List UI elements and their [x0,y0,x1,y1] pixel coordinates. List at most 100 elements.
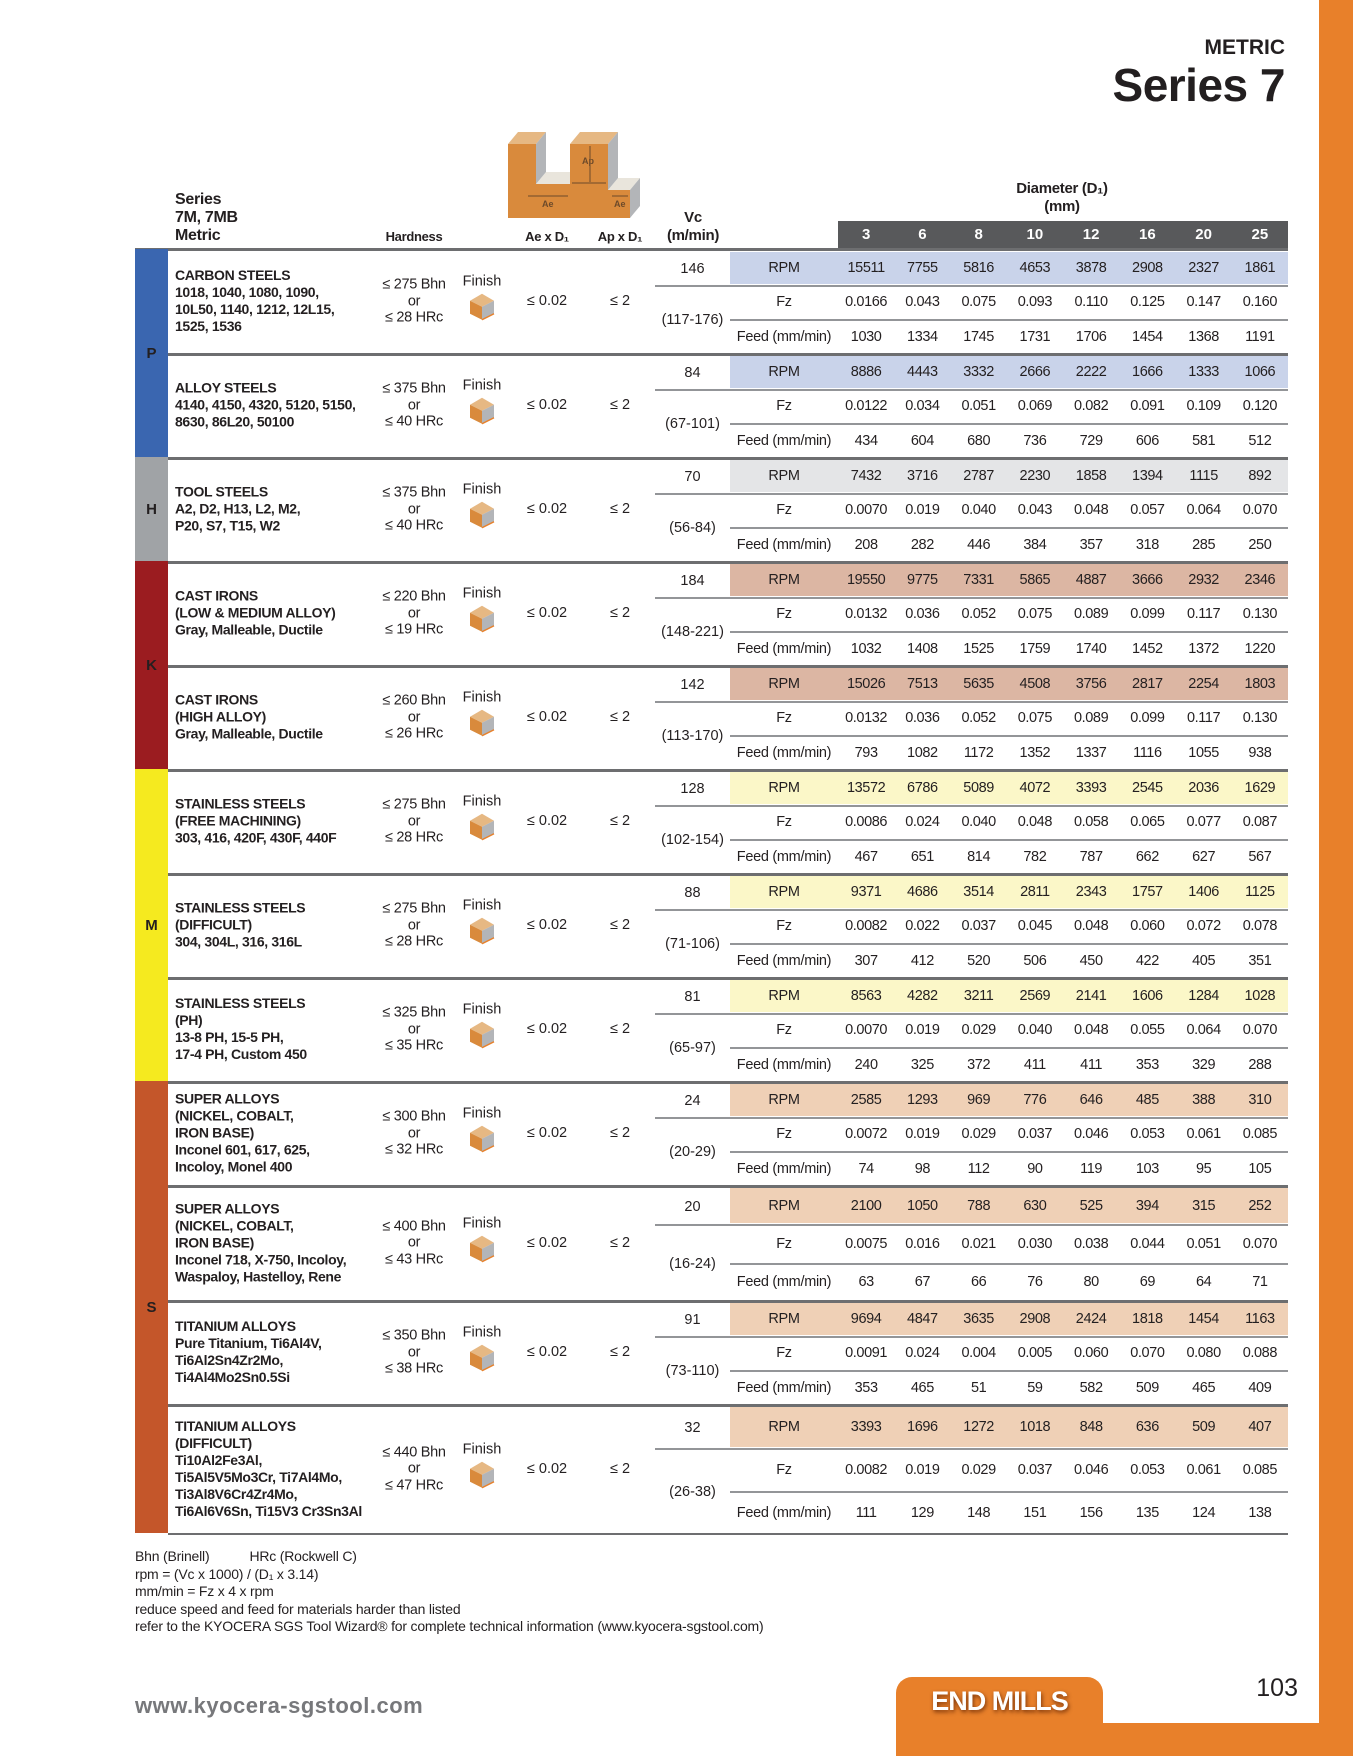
hardness: ≤ 275 Bhn or ≤ 28 HRc [364,796,464,846]
rpm-cell: 4847 [907,1310,938,1327]
feed-cell: 51 [970,1380,987,1397]
feed-cell: 1745 [963,329,994,346]
feed-row: Feed (mm/min) 240 325 372 411 411 353 329 288 [730,1049,1288,1081]
feed-cell: 651 [910,849,934,866]
feed-cell: 1706 [1075,329,1107,346]
ae-value: ≤ 0.02 [526,709,568,725]
hardness-line: ≤ 19 HRc [385,621,443,638]
feed-cell: 446 [967,537,991,554]
rpm-cell: 2811 [1020,883,1050,900]
hardness: ≤ 275 Bhn or ≤ 28 HRc [364,276,464,326]
rpm-cell: 19550 [846,571,886,588]
hardness-line: ≤ 28 HRc [385,933,443,950]
fz-cell: 0.048 [1073,502,1109,519]
fz-cell: 0.070 [1242,1235,1278,1252]
feed-cell: 506 [1023,953,1047,970]
fz-cell: 0.048 [1073,918,1109,935]
row-label: Fz [776,398,792,415]
fz-cell: 0.029 [961,1126,996,1143]
rpm-cell: 310 [1248,1091,1272,1108]
rpm-cell: 9694 [850,1310,882,1327]
fz-cell: 0.069 [1017,398,1053,415]
rpm-row: RPM 7432 3716 2787 2230 1858 1394 1115 892 [730,460,1288,492]
feed-cell: 111 [855,1505,877,1521]
hardness: ≤ 375 Bhn or ≤ 40 HRc [364,380,464,430]
rpm-cell: 15511 [847,259,886,276]
hardness-line: ≤ 275 Bhn [382,796,446,813]
fz-cell: 0.037 [1017,1126,1053,1143]
fz-cell: 0.093 [1017,294,1053,311]
fz-row: Fz 0.0086 0.024 0.040 0.048 0.058 0.065 0.077 0.… [730,807,1288,839]
material-line: CAST IRONS [175,587,258,604]
hardness-line: ≤ 275 Bhn [382,276,446,293]
fz-cell: 0.110 [1074,294,1109,311]
fz-cell: 0.051 [1186,1235,1221,1252]
hardness-line: ≤ 325 Bhn [382,1004,446,1021]
material-line: Ti6Al2Sn4Zr2Mo, [175,1352,284,1368]
vc-value: 81 [684,989,701,1005]
hardness-line: or [407,396,421,413]
vc-range: (73-110) [665,1363,720,1380]
material-line: (FREE MACHINING) [175,812,301,829]
rpm-cell: 1757 [1132,883,1163,900]
ae-header: Ae x D₁ [525,229,569,244]
hardness-line: ≤ 40 HRc [385,517,443,534]
rpm-cell: 3332 [963,363,994,380]
row-divider [730,423,1288,426]
fz-cell: 0.087 [1242,814,1278,831]
vc-value: 91 [684,1312,701,1328]
feed-cell: 581 [1192,433,1216,450]
material-group: STAINLESS STEELS (FREE MACHINING) 303, 416… [168,769,1288,873]
material-group: CARBON STEELS 1018, 1040, 1080, 1090, 10L5… [168,249,1288,353]
fz-cell: 0.0072 [845,1126,888,1143]
feed-cell: 604 [910,433,934,450]
website-url: www.kyocera-sgstool.com [135,1693,424,1718]
fz-cell: 0.064 [1186,502,1221,519]
fz-cell: 0.034 [905,398,940,415]
hardness-line: or [407,916,421,933]
operation-finish: Finish [452,1215,512,1262]
material-description: ALLOY STEELS 4140, 4150, 4320, 5120, 5150… [175,380,356,431]
rpm-cell: 646 [1079,1091,1103,1108]
diameter-col-header: 12 [1082,226,1100,243]
row-label: Feed (mm/min) [736,1505,832,1521]
hardness-line: ≤ 375 Bhn [382,484,446,501]
feed-cell: 129 [910,1505,934,1521]
hardness-line: ≤ 375 Bhn [382,380,446,397]
feed-cell: 787 [1079,849,1103,866]
ae-value: ≤ 0.02 [526,1021,568,1037]
rpm-cell: 9775 [907,571,938,588]
rpm-cell: 2787 [963,467,994,484]
feed-cell: 64 [1195,1274,1212,1291]
rpm-cell: 7432 [850,467,882,484]
fz-cell: 0.065 [1130,814,1165,831]
row-divider [730,735,1288,738]
fz-cell: 0.125 [1130,294,1165,311]
hardness-line: or [407,1124,421,1141]
rpm-cell: 4686 [907,883,938,900]
operation-finish: Finish [452,378,512,425]
row-label: Fz [776,814,792,831]
fz-cell: 0.117 [1187,606,1221,623]
finish-label: Finish [462,1215,502,1232]
fz-row: Fz 0.0122 0.034 0.051 0.069 0.082 0.091 0.109 0.… [730,391,1288,423]
series-header: Series 7M, 7MB Metric [175,191,238,245]
feed-cell: 1082 [907,745,938,762]
vc-value: 184 [680,573,705,589]
material-line: TITANIUM ALLOYS [175,1417,296,1434]
fz-cell: 0.109 [1186,398,1221,415]
feed-cell: 1172 [963,745,994,762]
fz-cell: 0.037 [961,918,996,935]
group-divider [168,1081,1288,1084]
material-line: Gray, Malleable, Ductile [175,621,323,638]
feed-cell: 67 [914,1274,931,1291]
feed-cell: 582 [1079,1380,1103,1397]
note-text: HRc (Rockwell C) [249,1548,357,1564]
feed-cell: 627 [1192,849,1216,866]
diameter-col-header: 6 [918,226,927,243]
material-line: Ti6Al6V6Sn, Ti15V3 Cr3Sn3Al [175,1502,362,1519]
finish-cube-icon [470,1461,495,1488]
rpm-cell: 407 [1248,1419,1272,1435]
page-number: 103 [1256,1674,1298,1702]
fz-cell: 0.080 [1186,1345,1221,1362]
